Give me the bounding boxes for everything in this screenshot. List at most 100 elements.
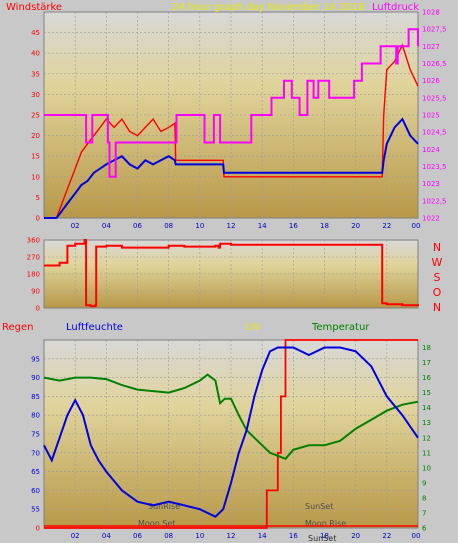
- y-right-tick-label: 1022,5: [422, 197, 447, 205]
- uv-line: [44, 339, 418, 529]
- chart-title: 24 hour graph day November 14 2018: [172, 2, 365, 13]
- y-right-tick-label: 1028: [422, 9, 440, 17]
- y-tick-label: 90: [31, 374, 40, 382]
- wind-direction-line: [44, 239, 419, 308]
- temperature-line: [43, 373, 419, 460]
- y-right-tick-label: 1023: [422, 180, 440, 188]
- x-tick-label: 08: [164, 532, 173, 540]
- climate-panel: 55 60 65 70 75 80 85 90 95 0 6 7 8 9 10 11 12 13 14 15 16 17…: [2, 322, 431, 543]
- x-tick-label: 10: [195, 532, 204, 540]
- y-right-tick-label: 1023,5: [422, 163, 447, 171]
- y-right-tick-label: 1026: [422, 77, 440, 85]
- moonrise-label: Moon Rise: [305, 519, 346, 528]
- y-right-tick-label: 11: [422, 449, 431, 457]
- humidity-line: [43, 346, 419, 518]
- sunrise-label: SunRise: [148, 502, 180, 511]
- y-right-tick-label: 1027: [422, 43, 440, 51]
- temperature-label: Temperatur: [311, 322, 370, 333]
- y-right-tick-label: 18: [422, 344, 431, 352]
- wind-series: [44, 28, 419, 219]
- y-tick-label: 90: [31, 288, 40, 296]
- pressure-label: Luftdruck: [372, 2, 419, 13]
- direction-panel: 0 90 180 270 360 N W S O N: [27, 237, 443, 315]
- y-tick-label: 95: [31, 355, 40, 363]
- y-tick-label: 270: [27, 254, 40, 262]
- x-tick-label: 14: [258, 222, 267, 230]
- direction-series: [44, 239, 419, 308]
- x-tick-label: 02: [71, 222, 80, 230]
- x-tick-label: 12: [227, 532, 236, 540]
- y-right-tick-label: 1024: [422, 146, 440, 154]
- wind-gust-line: [44, 43, 419, 219]
- y-right-tick-label: 15: [422, 389, 431, 397]
- y-tick-label: 35: [31, 70, 40, 78]
- wind-label: Windstärke: [6, 2, 62, 13]
- y-right-tick-label: 16: [422, 374, 431, 382]
- y-tick-label: 80: [31, 412, 40, 420]
- y-tick-label: 10: [31, 173, 40, 181]
- x-tick-label: 10: [195, 222, 204, 230]
- humidity-label: Luftfeuchte: [66, 322, 123, 333]
- humidity-left-axis: 55 60 65 70 75 80 85 90 95 0: [31, 355, 40, 532]
- compass-s: S: [434, 271, 441, 284]
- y-tick-label: 180: [27, 271, 40, 279]
- x-tick-label: 12: [227, 222, 236, 230]
- climate-series: [43, 339, 419, 529]
- y-tick-label: 0: [36, 305, 40, 313]
- x-tick-label: 08: [164, 222, 173, 230]
- pressure-right-axis: 1022 1022,5 1023 1023,5 1024 1024,5 1025 1025,5…: [422, 9, 447, 223]
- x-tick-label: 06: [133, 532, 142, 540]
- uv-label: UV: [246, 322, 260, 333]
- x-tick-label: 16: [289, 532, 298, 540]
- climate-x-axis: 02 04 06 08 10 12 14 16 18 20 22 00: [71, 532, 421, 540]
- y-right-tick-label: 1027,5: [422, 26, 447, 34]
- x-tick-label: 22: [382, 222, 391, 230]
- y-right-tick-label: 6: [422, 525, 427, 533]
- x-tick-label: 20: [351, 532, 360, 540]
- y-tick-label: 0: [36, 215, 40, 223]
- y-right-tick-label: 7: [422, 509, 426, 517]
- x-tick-label: 00: [412, 222, 421, 230]
- y-tick-label: 30: [31, 91, 40, 99]
- y-right-tick-label: 1025: [422, 112, 440, 120]
- y-tick-label: 60: [31, 487, 40, 495]
- y-tick-label: 15: [31, 153, 40, 161]
- y-right-tick-label: 1025,5: [422, 94, 447, 102]
- x-tick-label: 04: [102, 222, 111, 230]
- rain-zero-label: 0: [36, 525, 40, 533]
- y-tick-label: 85: [31, 393, 40, 401]
- y-right-tick-label: 12: [422, 434, 431, 442]
- x-tick-label: 04: [102, 532, 111, 540]
- compass-n-bottom: N: [433, 301, 441, 314]
- y-right-tick-label: 14: [422, 404, 431, 412]
- y-right-tick-label: 10: [422, 464, 431, 472]
- sunset-label: SunSet: [305, 502, 333, 511]
- y-tick-label: 70: [31, 449, 40, 457]
- y-tick-label: 20: [31, 132, 40, 140]
- pressure-line: [44, 28, 419, 178]
- y-tick-label: 40: [31, 50, 40, 58]
- rain-label: Regen: [2, 322, 34, 333]
- y-right-tick-label: 1026,5: [422, 60, 447, 68]
- y-right-tick-label: 8: [422, 494, 426, 502]
- y-tick-label: 25: [31, 112, 40, 120]
- compass-n-top: N: [433, 241, 441, 254]
- x-tick-label: 22: [382, 532, 391, 540]
- y-tick-label: 55: [31, 506, 40, 514]
- x-tick-label: 18: [320, 532, 329, 540]
- moonset-label: Moon Set: [138, 519, 175, 528]
- x-tick-label: 18: [320, 222, 329, 230]
- x-tick-label: 00: [412, 532, 421, 540]
- x-tick-label: 14: [258, 532, 267, 540]
- y-tick-label: 360: [27, 237, 40, 245]
- astro-annotations: SunRise Moon Set SunSet Moon Rise SunSet: [138, 502, 346, 543]
- wind-average-line: [44, 117, 419, 219]
- wind-x-axis: 02 04 06 08 10 12 14 16 18 20 22 00: [71, 222, 421, 230]
- x-tick-label: 20: [351, 222, 360, 230]
- y-tick-label: 5: [36, 194, 40, 202]
- compass-w: W: [432, 256, 443, 269]
- y-right-tick-label: 17: [422, 359, 431, 367]
- compass-o: O: [433, 286, 442, 299]
